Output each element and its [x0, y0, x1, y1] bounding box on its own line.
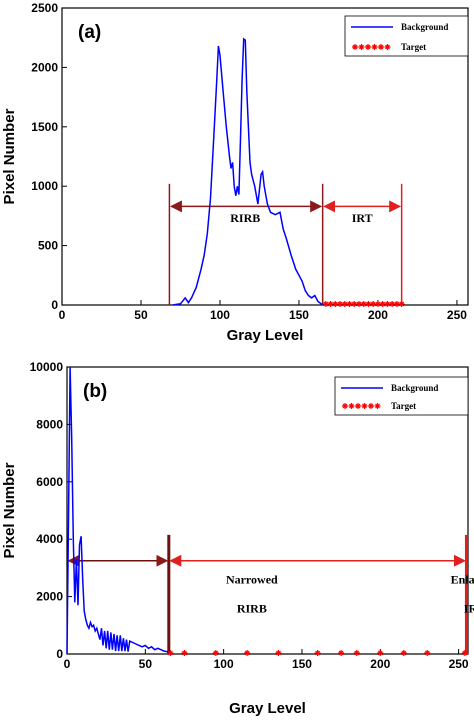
y-tick-label: 2000 — [31, 60, 58, 74]
target-marker — [389, 301, 396, 307]
legend-swatch — [371, 44, 378, 50]
x-tick-label: 50 — [139, 657, 153, 671]
target-marker — [374, 301, 381, 307]
target-marker — [393, 301, 400, 307]
legend-swatch — [384, 44, 391, 50]
legend-box — [344, 15, 469, 57]
target-marker — [346, 301, 353, 307]
legend-swatch — [368, 403, 374, 409]
y-tick-label: 500 — [38, 239, 58, 253]
plot-frame — [61, 7, 469, 306]
target-marker — [365, 301, 372, 307]
y-tick-label: 1000 — [31, 179, 58, 193]
y-axis-title: Pixel Number — [1, 462, 18, 558]
panel-label: (b) — [83, 381, 107, 402]
target-marker — [400, 650, 407, 656]
legend-swatch — [342, 403, 348, 409]
x-tick-label: 0 — [64, 657, 71, 671]
subplot: 0 50 100 150 200 250 0 2000 4000 6000 8000 10000 Gra… — [1, 360, 474, 717]
target-marker — [360, 301, 367, 307]
legend-swatch — [365, 44, 371, 50]
y-tick-label: 10000 — [30, 360, 64, 374]
legend-label: Background — [401, 22, 448, 32]
target-marker — [332, 301, 339, 307]
target-marker — [398, 301, 405, 307]
annotation: IRT — [352, 211, 373, 225]
y-tick-label: 4000 — [36, 532, 63, 546]
plot-frame — [66, 366, 469, 655]
legend-label: Target — [391, 401, 416, 411]
legend-swatch — [348, 403, 355, 409]
subplot: 0 50 100 150 200 25005001000150020002500Gray … — [1, 1, 469, 344]
target-marker — [377, 650, 384, 656]
annotation: RIRB — [237, 601, 267, 615]
x-tick-label: 150 — [289, 308, 309, 322]
y-tick-label: 0 — [56, 647, 63, 661]
target-marker — [167, 650, 174, 656]
y-tick-label: 0 — [51, 298, 58, 312]
legend-swatch — [374, 403, 381, 409]
data-line — [172, 37, 324, 306]
target-marker — [355, 301, 362, 307]
target-marker — [338, 650, 345, 656]
target-marker — [212, 650, 219, 656]
target-marker — [461, 650, 468, 656]
x-tick-label: 0 — [59, 308, 66, 322]
target-marker — [322, 301, 329, 307]
x-axis-title: Gray Level — [229, 700, 306, 717]
x-axis-title: Gray Level — [227, 327, 304, 344]
target-marker — [379, 301, 386, 307]
x-tick-label: 50 — [134, 308, 148, 322]
x-tick-label: 150 — [292, 657, 312, 671]
target-marker — [353, 650, 360, 656]
legend-swatch — [352, 44, 358, 50]
y-tick-label: 6000 — [36, 475, 63, 489]
legend-swatch — [355, 403, 361, 409]
x-tick-label: 250 — [449, 657, 469, 671]
target-marker — [327, 301, 334, 307]
y-tick-label: 2000 — [36, 590, 63, 604]
y-axis-title: Pixel Number — [1, 108, 18, 204]
legend-swatch — [361, 403, 368, 409]
legend-label: Background — [391, 383, 438, 393]
legend-swatch — [378, 44, 384, 50]
target-marker — [275, 650, 282, 656]
target-marker — [337, 301, 344, 307]
y-tick-label: 8000 — [36, 417, 63, 431]
x-tick-label: 100 — [210, 308, 230, 322]
target-marker — [181, 650, 188, 656]
target-marker — [341, 301, 348, 307]
target-marker — [384, 301, 391, 307]
annotation: IRT — [464, 601, 474, 615]
legend-label: Target — [401, 42, 426, 52]
x-tick-label: 200 — [368, 308, 388, 322]
x-tick-label: 100 — [214, 657, 234, 671]
target-marker — [424, 650, 431, 656]
annotation: Narrowed — [226, 573, 278, 587]
legend-swatch — [358, 44, 365, 50]
annotation: RIRB — [230, 211, 260, 225]
target-marker — [351, 301, 358, 307]
target-marker — [370, 301, 377, 307]
legend-box — [334, 376, 469, 416]
panel-label: (a) — [78, 22, 101, 43]
target-marker — [314, 650, 321, 656]
y-tick-label: 2500 — [31, 1, 58, 15]
annotation: Enlarged — [451, 573, 474, 587]
x-tick-label: 250 — [447, 308, 467, 322]
target-marker — [244, 650, 251, 656]
data-line — [66, 366, 170, 655]
y-tick-label: 1500 — [31, 120, 58, 134]
x-tick-label: 200 — [370, 657, 390, 671]
